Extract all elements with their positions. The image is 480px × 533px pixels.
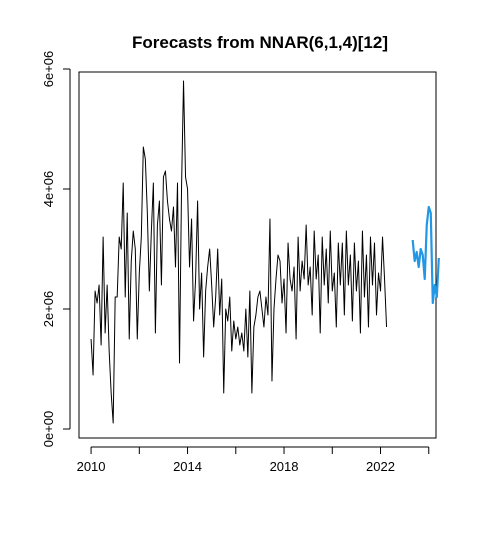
y-tick-label: 4e+06 bbox=[41, 171, 56, 208]
y-axis: 0e+00 2e+06 4e+06 6e+06 bbox=[41, 51, 71, 448]
y-tick-label: 0e+00 bbox=[41, 411, 56, 448]
series-layer bbox=[90, 80, 440, 424]
y-tick-label: 2e+06 bbox=[41, 291, 56, 328]
forecast-series-line bbox=[411, 205, 440, 305]
x-tick-label: 2018 bbox=[270, 459, 299, 474]
x-tick-label: 2022 bbox=[366, 459, 395, 474]
x-axis: 2010 2014 2018 2022 bbox=[77, 446, 430, 474]
plot-frame bbox=[78, 71, 437, 439]
x-tick-label: 2010 bbox=[77, 459, 106, 474]
history-series-line bbox=[90, 80, 388, 424]
chart-title: Forecasts from NNAR(6,1,4)[12] bbox=[132, 33, 388, 52]
x-tick-label: 2014 bbox=[173, 459, 202, 474]
y-tick-label: 6e+06 bbox=[41, 51, 56, 88]
